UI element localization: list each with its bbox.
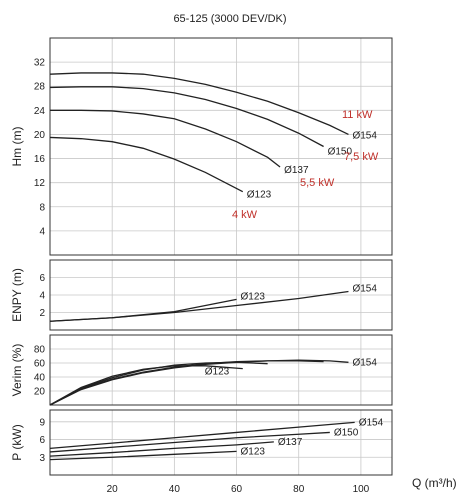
panel-npsh: 2 4 6 ENPY (m) Ø123 Ø154 [10,259,393,331]
y-tick-label: 12 [34,178,46,189]
x-tick-label: 20 [107,484,119,495]
x-tick-label: 60 [231,484,243,495]
series-label: Ø123 [241,291,266,302]
plot-frame [49,409,393,476]
y-tick-label: 20 [34,387,46,398]
series-label: Ø154 [352,284,377,295]
series-label: Ø150 [328,147,353,158]
series-line-power [49,450,237,461]
y-tick-label: 6 [39,435,45,446]
series-label: Ø137 [278,437,303,448]
series-line-head [50,109,281,168]
y-axis-label: Verim (%) [10,344,24,397]
y-tick-label: 16 [34,154,46,165]
y-tick-label: 20 [34,130,46,141]
motor-power-label: 4 kW [232,209,258,221]
chart-title: 65-125 (3000 DEV/DK) [173,13,286,25]
series-line-power [49,431,330,453]
panel-head: 4 8 12 16 20 24 28 32 Hm (m) Ø154 Ø150 Ø137 Ø123 [10,37,393,256]
series-label: Ø150 [334,427,359,438]
y-tick-label: 60 [34,359,46,370]
plot-frame [49,37,393,256]
series-line-head [49,86,324,148]
y-axis-label: Hm (m) [10,127,24,167]
series-line-efficiency [49,360,324,406]
panel-efficiency: 20 40 60 80 Verim (%) Ø154 Ø123 [10,334,393,406]
y-tick-label: 28 [34,82,46,93]
y-tick-label: 3 [39,453,45,464]
series-line-power [49,421,355,450]
y-axis-label: P (kW) [10,424,24,460]
series-label: Ø123 [247,190,272,201]
y-tick-label: 8 [39,202,45,213]
series-line-head [49,72,349,136]
series-line-head [49,136,244,193]
series-label: Ø137 [284,165,309,176]
y-tick-label: 6 [39,273,45,284]
y-tick-label: 40 [34,373,46,384]
series-label: Ø123 [241,446,266,457]
series-label: Ø154 [352,357,377,368]
y-tick-label: 32 [34,58,46,69]
series-line-efficiency [49,361,268,406]
y-tick-label: 4 [39,291,45,302]
series-label: Ø154 [352,130,377,141]
series-line-npsh [49,290,349,322]
y-tick-label: 2 [39,308,45,319]
x-tick-label: 80 [293,484,305,495]
x-axis-label: Q (m³/h) [412,476,457,490]
plot-frame [49,259,393,331]
series-label: Ø154 [359,417,384,428]
y-tick-label: 4 [39,226,45,237]
series-line-npsh [49,298,237,322]
y-axis-label: ENPY (m) [10,268,24,322]
y-tick-label: 9 [39,417,45,428]
series-line-efficiency [49,365,243,406]
y-tick-label: 24 [34,106,46,117]
motor-power-label: 11 kW [342,109,373,121]
x-tick-label: 40 [169,484,181,495]
plot-frame [49,334,393,406]
series-line-efficiency [49,359,349,406]
series-line-power [49,441,274,457]
motor-power-label: 5,5 kW [300,177,335,189]
series-label: Ø123 [205,367,230,378]
motor-power-label: 7,5 kW [344,151,379,163]
x-tick-label: 100 [353,484,370,495]
y-tick-label: 80 [34,345,46,356]
